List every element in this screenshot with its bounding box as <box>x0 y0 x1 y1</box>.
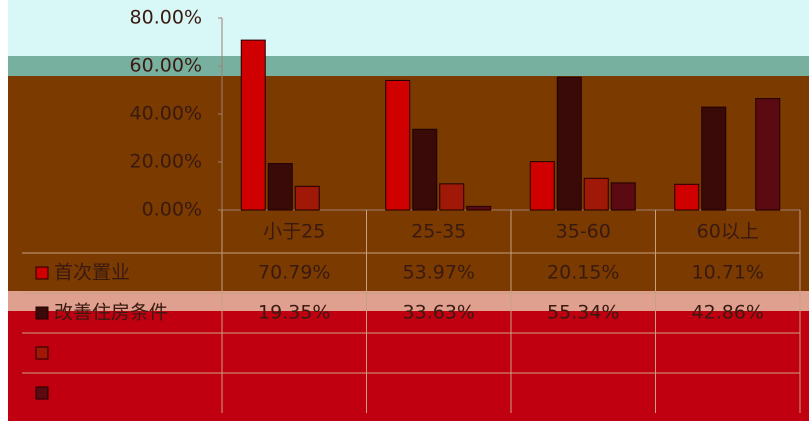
table-cell: 19.35% <box>258 302 330 324</box>
x-tick-label: 35-60 <box>556 221 611 243</box>
table-cell: 42.86% <box>692 302 764 324</box>
legend-swatch <box>35 346 49 360</box>
table-band <box>8 291 809 311</box>
table-cell: 10.71% <box>692 262 764 284</box>
y-tick-label: 0.00% <box>142 199 202 221</box>
y-tick-label: 60.00% <box>130 55 202 77</box>
x-tick-label: 60以上 <box>697 221 759 243</box>
top-band <box>8 0 809 56</box>
bar <box>439 183 465 211</box>
bar <box>385 79 411 211</box>
y-tick-label: 20.00% <box>130 151 202 173</box>
legend-swatch <box>35 386 49 400</box>
y-tick-label: 40.00% <box>130 103 202 125</box>
table-cell: 70.79% <box>258 262 330 284</box>
table-cell: 53.97% <box>403 262 475 284</box>
legend-swatch <box>35 266 49 280</box>
bar <box>294 185 320 211</box>
table-cell: 33.63% <box>403 302 475 324</box>
bar <box>701 106 727 211</box>
bar <box>556 76 582 211</box>
bar <box>240 39 266 211</box>
y-tick-label: 80.00% <box>130 7 202 29</box>
bar <box>529 161 555 211</box>
bar <box>466 205 492 211</box>
legend-label: 首次置业 <box>54 262 130 284</box>
bar <box>583 177 609 211</box>
legend-label: 改善住房条件 <box>54 302 168 324</box>
lower-band <box>8 311 809 421</box>
legend-swatch <box>35 306 49 320</box>
bar <box>674 183 700 211</box>
bar <box>412 128 438 211</box>
table-cell: 55.34% <box>547 302 619 324</box>
x-tick-label: 小于25 <box>263 221 325 243</box>
teal-band <box>8 56 809 76</box>
bar <box>610 182 636 211</box>
x-tick-label: 25-35 <box>411 221 466 243</box>
bar <box>267 163 293 211</box>
bar <box>755 98 781 211</box>
table-cell: 20.15% <box>547 262 619 284</box>
